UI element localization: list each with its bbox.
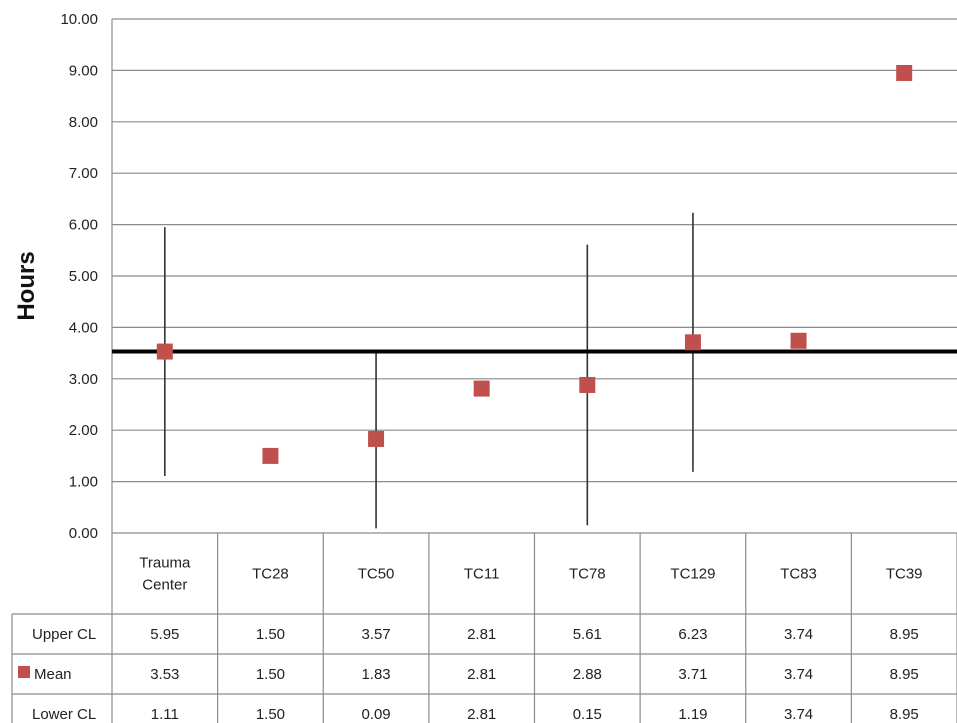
cell-1-6: 3.74: [784, 666, 813, 683]
y-tick-labels: 0.00 1.00 2.00 3.00 4.00 5.00 6.00 7.00 8.00 9.00…: [60, 11, 98, 542]
y-tick-10: 10.00: [60, 11, 98, 28]
cell-2-1: 1.50: [256, 706, 285, 723]
mean-marker-5: [684, 334, 701, 351]
y-tick-9: 9.00: [69, 62, 98, 79]
mean-marker-0: [156, 343, 173, 360]
cell-2-7: 8.95: [890, 706, 919, 723]
category-label-5: TC129: [670, 566, 715, 583]
mean-marker-3: [473, 380, 490, 397]
category-label-0-line-0: Trauma: [139, 555, 191, 572]
mean-marker-1: [262, 447, 279, 464]
cell-2-0: 1.11: [151, 706, 179, 723]
category-label-0-line-1: Center: [142, 577, 187, 594]
cell-0-5: 6.23: [678, 626, 707, 643]
grid-lines: [111, 18, 957, 534]
cell-1-1: 1.50: [256, 666, 285, 683]
cell-2-6: 3.74: [784, 706, 813, 723]
category-label-4: TC78: [569, 566, 606, 583]
y-axis-label: Hours: [13, 251, 40, 320]
cell-2-3: 2.81: [467, 706, 496, 723]
category-label-6: TC83: [780, 566, 817, 583]
cell-1-5: 3.71: [678, 666, 707, 683]
y-tick-3: 3.00: [69, 371, 98, 388]
y-tick-8: 8.00: [69, 114, 98, 131]
y-tick-4: 4.00: [69, 319, 98, 336]
cell-2-5: 1.19: [678, 706, 707, 723]
cell-0-0: 5.95: [150, 626, 179, 643]
category-label-1: TC28: [252, 566, 289, 583]
mean-marker-7: [896, 64, 913, 81]
row-label-0: Upper CL: [32, 626, 96, 643]
cell-0-3: 2.81: [467, 626, 496, 643]
cell-0-6: 3.74: [784, 626, 813, 643]
row-label-1: Mean: [34, 666, 72, 683]
y-tick-6: 6.00: [69, 217, 98, 234]
y-tick-7: 7.00: [69, 165, 98, 182]
y-tick-2: 2.00: [69, 422, 98, 439]
mean-markers: [156, 64, 913, 464]
cell-2-4: 0.15: [573, 706, 602, 723]
cell-0-7: 8.95: [890, 626, 919, 643]
row-label-2: Lower CL: [32, 706, 96, 723]
cell-1-7: 8.95: [890, 666, 919, 683]
mean-marker-2: [368, 430, 385, 447]
cell-2-2: 0.09: [361, 706, 390, 723]
mean-marker-4: [579, 376, 596, 393]
y-tick-5: 5.00: [69, 268, 98, 285]
category-label-3: TC11: [464, 566, 500, 583]
cell-0-2: 3.57: [361, 626, 390, 643]
cell-0-1: 1.50: [256, 626, 285, 643]
category-label-7: TC39: [886, 566, 923, 583]
data-table: Trauma Center TC28 TC50 TC11 TC78 TC129 TC83 TC3…: [11, 533, 957, 723]
mean-marker-6: [790, 332, 807, 349]
y-tick-1: 1.00: [69, 474, 98, 491]
cell-1-3: 2.81: [467, 666, 496, 683]
cell-1-2: 1.83: [361, 666, 390, 683]
y-tick-0: 0.00: [69, 525, 98, 542]
cell-1-4: 2.88: [573, 666, 602, 683]
category-label-2: TC50: [358, 566, 395, 583]
cell-0-4: 5.61: [573, 626, 602, 643]
legend-swatch-mean: [18, 666, 30, 678]
cell-1-0: 3.53: [150, 666, 179, 683]
